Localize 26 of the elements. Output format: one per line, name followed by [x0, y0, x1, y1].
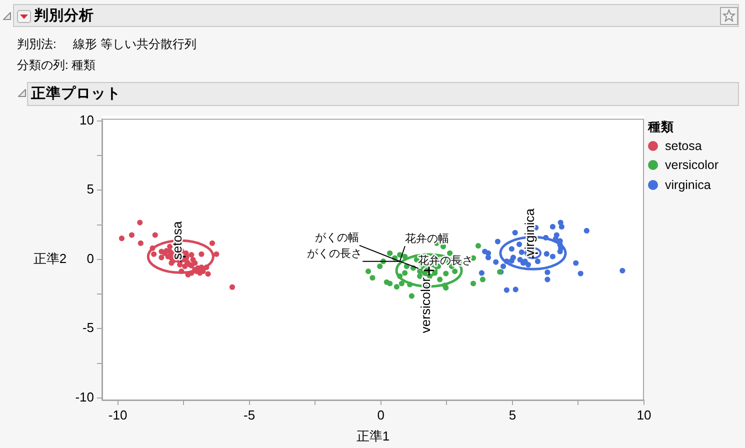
data-label: virginica: [522, 208, 537, 256]
x-tick-label: 0: [377, 407, 385, 422]
y-tick-label: -10: [75, 390, 94, 404]
x-tick-label: -10: [108, 407, 128, 422]
text: 分類の列: 種類: [17, 57, 96, 74]
legend-title: 種類: [648, 119, 675, 136]
x-tick-label: 10: [636, 407, 652, 422]
chart-title: 判別分析: [34, 6, 94, 26]
x-tick-label: 5: [508, 407, 516, 422]
legend-label: virginica: [665, 178, 711, 192]
data-label: 花弁の幅: [404, 232, 449, 246]
y-axis-title: 正準2: [33, 250, 67, 266]
data-label: がくの幅: [314, 232, 359, 244]
legend-label: versicolor: [665, 158, 718, 172]
data-label: がくの長さ: [307, 248, 362, 260]
y-tick-label: 10: [80, 112, 94, 128]
x-tick-label: -5: [244, 407, 256, 422]
data-label: versicolor: [418, 276, 434, 334]
data-label: setosa: [170, 220, 185, 260]
y-tick-label: 0: [86, 250, 94, 266]
chart-subtitle: 正準プロット: [31, 84, 121, 104]
x-axis-title: 正準1: [356, 428, 390, 444]
y-tick-label: -5: [82, 320, 94, 336]
legend-label: setosa: [665, 138, 702, 153]
y-tick-label: 5: [86, 182, 94, 197]
text: 判別法: 線形 等しい共分散行列: [17, 36, 196, 53]
